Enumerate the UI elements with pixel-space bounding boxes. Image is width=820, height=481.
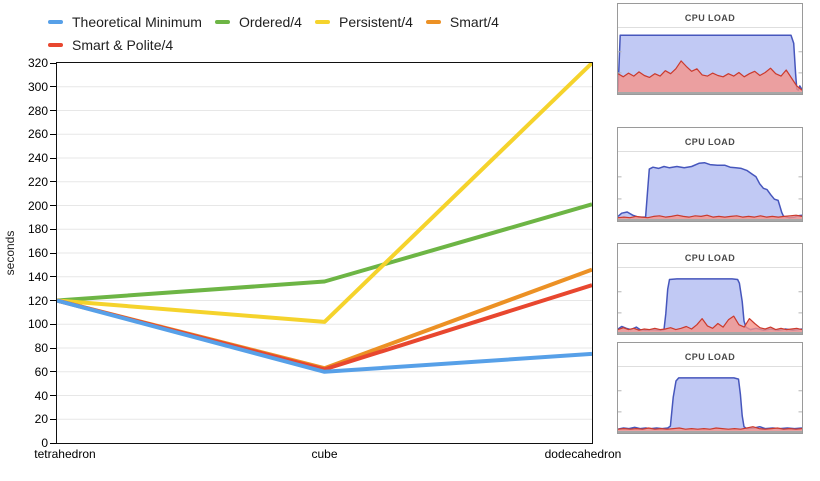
y-tick-mark — [50, 252, 56, 254]
legend-label: Theoretical Minimum — [72, 14, 202, 30]
legend-label: Persistent/4 — [338, 14, 413, 30]
cpu-total-area — [618, 377, 802, 431]
y-tick-label: 280 — [27, 103, 48, 118]
series-line-0 — [57, 298, 592, 374]
y-tick-mark — [50, 395, 56, 396]
y-tick-label: 80 — [34, 341, 48, 355]
legend-item-theoretical-minimum: Theoretical Minimum — [48, 14, 202, 30]
line-chart-canvas — [57, 63, 592, 420]
legend-marker-persistent — [314, 20, 330, 24]
cpu-busy-area — [618, 215, 802, 219]
cpu-busy-line — [618, 426, 802, 430]
y-tick-mark — [50, 62, 56, 64]
y-tick-mark — [50, 228, 56, 230]
plot-area — [56, 62, 593, 444]
y-tick-label: 60 — [34, 364, 48, 379]
legend-item-smart-polite: Smart & Polite/4 — [48, 37, 173, 53]
cpu-total-line — [618, 161, 802, 219]
y-tick-label: 140 — [27, 269, 48, 284]
y-tick-mark — [50, 418, 56, 420]
y-tick-label: 180 — [27, 222, 48, 237]
y-tick-mark — [50, 300, 56, 301]
series-line-2 — [57, 63, 592, 324]
y-tick-mark — [50, 442, 56, 444]
cpu-busy-area — [618, 60, 802, 92]
x-axis-label-dodecahedron: dodecahedron — [544, 447, 622, 461]
y-tick-mark — [50, 347, 56, 349]
cpu-load-chart — [618, 278, 802, 334]
legend-marker-theoretical-minimum — [48, 20, 63, 24]
cpu-load-panel-4: CPU LOAD — [617, 342, 803, 434]
y-tick-label: 260 — [27, 127, 48, 142]
cpu-load-panel-1: CPU LOAD — [617, 3, 803, 95]
cpu-busy-line — [618, 60, 802, 91]
cpu-total-area — [618, 278, 802, 332]
y-tick-label: 200 — [27, 198, 48, 213]
x-axis-label-tetrahedron: tetrahedron — [34, 447, 96, 461]
cpu-load-title: CPU LOAD — [618, 343, 802, 367]
y-tick-label: 240 — [27, 151, 48, 165]
cpu-load-chart — [618, 377, 802, 433]
cpu-total-area — [618, 162, 802, 219]
y-tick-mark — [50, 86, 56, 88]
y-tick-label: 220 — [27, 174, 48, 189]
y-tick-label: 300 — [27, 79, 48, 94]
y-tick-mark — [50, 181, 56, 183]
cpu-busy-area — [618, 316, 802, 332]
y-tick-mark — [50, 205, 56, 206]
y-tick-mark — [50, 276, 56, 278]
cpu-busy-line — [618, 315, 802, 331]
legend-label: Smart/4 — [449, 14, 499, 30]
legend-label: Smart & Polite/4 — [72, 37, 174, 53]
legend-marker-smart-polite — [48, 43, 63, 47]
legend-marker-ordered — [214, 20, 230, 24]
legend-row-1: Theoretical Minimum Ordered/4 Persistent… — [48, 12, 499, 32]
cpu-busy-line — [618, 214, 802, 219]
y-tick-mark — [50, 371, 56, 373]
legend-item-persistent: Persistent/4 — [314, 14, 413, 30]
legend-item-ordered: Ordered/4 — [214, 14, 302, 30]
cpu-load-title: CPU LOAD — [618, 244, 802, 268]
chart-legend: Theoretical Minimum Ordered/4 Persistent… — [48, 12, 499, 55]
legend-label: Ordered/4 — [238, 14, 302, 30]
y-tick-mark — [50, 133, 56, 135]
cpu-load-title: CPU LOAD — [618, 4, 802, 28]
y-tick-label: 320 — [27, 56, 48, 70]
series-line-1 — [57, 202, 592, 303]
y-tick-label: 40 — [34, 388, 48, 403]
y-tick-label: 160 — [27, 246, 48, 260]
legend-row-2: Smart & Polite/4 — [48, 35, 499, 55]
y-tick-label: 120 — [27, 293, 48, 308]
series-line-3 — [57, 267, 592, 371]
cpu-load-panel-3: CPU LOAD — [617, 243, 803, 335]
y-tick-label: 0 — [41, 436, 48, 450]
legend-item-smart: Smart/4 — [425, 14, 499, 30]
y-tick-mark — [50, 323, 56, 325]
cpu-load-chart — [618, 161, 802, 221]
cpu-load-chart — [618, 34, 802, 94]
y-tick-mark — [50, 157, 56, 159]
cpu-load-panel-2: CPU LOAD — [617, 127, 803, 222]
y-tick-label: 100 — [27, 317, 48, 332]
y-tick-mark — [50, 110, 56, 111]
legend-marker-smart — [425, 20, 441, 24]
y-tick-label: 20 — [34, 412, 48, 427]
x-axis-label-cube: cube — [311, 447, 338, 461]
cpu-load-title: CPU LOAD — [618, 128, 802, 152]
